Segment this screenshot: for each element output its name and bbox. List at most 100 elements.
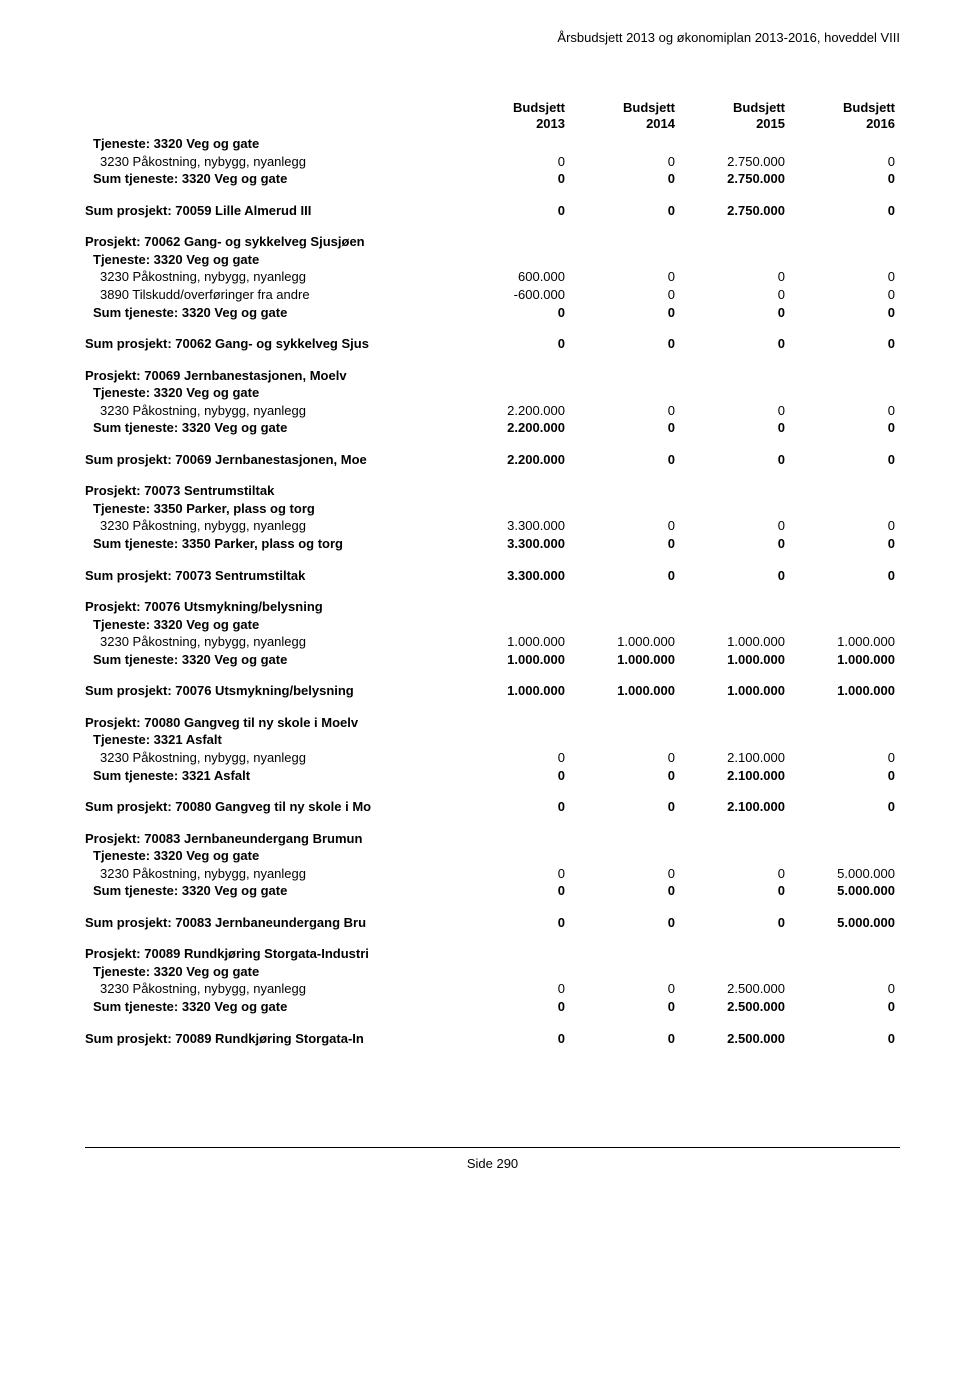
row-value: 0: [675, 517, 785, 535]
row-value: 5.000.000: [785, 882, 895, 900]
row-value: 2.750.000: [675, 170, 785, 188]
row-label: Sum tjeneste: 3320 Veg og gate: [85, 998, 455, 1016]
row-label: 3230 Påkostning, nybygg, nyanlegg: [85, 517, 455, 535]
table-row: 3230 Påkostning, nybygg, nyanlegg002.100…: [85, 749, 900, 767]
row-label: Tjeneste: 3320 Veg og gate: [85, 847, 455, 865]
table-row: Tjeneste: 3320 Veg og gate: [85, 963, 900, 981]
row-value: 0: [675, 535, 785, 553]
page: Årsbudsjett 2013 og økonomiplan 2013-201…: [0, 0, 960, 1385]
row-value: 0: [455, 798, 565, 816]
row-value: 2.200.000: [455, 419, 565, 437]
row-value: 2.100.000: [675, 749, 785, 767]
row-value: 2.500.000: [675, 1030, 785, 1048]
row-label: Sum prosjekt: 70069 Jernbanestasjonen, M…: [85, 451, 455, 469]
row-value: 0: [675, 451, 785, 469]
table-row: Sum tjeneste: 3321 Asfalt002.100.0000: [85, 767, 900, 785]
row-label: 3230 Påkostning, nybygg, nyanlegg: [85, 865, 455, 883]
table-row: 3890 Tilskudd/overføringer fra andre-600…: [85, 286, 900, 304]
document-header: Årsbudsjett 2013 og økonomiplan 2013-201…: [85, 30, 900, 45]
table-row: Tjeneste: 3320 Veg og gate: [85, 384, 900, 402]
table-row: Tjeneste: 3320 Veg og gate: [85, 251, 900, 269]
row-value: 1.000.000: [455, 651, 565, 669]
table-row: Sum prosjekt: 70083 Jernbaneundergang Br…: [85, 914, 900, 932]
table-row: Sum tjeneste: 3320 Veg og gate0000: [85, 304, 900, 322]
table-row: Sum tjeneste: 3320 Veg og gate002.500.00…: [85, 998, 900, 1016]
table-row: Tjeneste: 3320 Veg og gate: [85, 135, 900, 153]
table-row: Sum prosjekt: 70062 Gang- og sykkelveg S…: [85, 335, 900, 353]
row-value: -600.000: [455, 286, 565, 304]
row-value: 0: [785, 304, 895, 322]
row-value: 0: [785, 202, 895, 220]
row-value: 0: [785, 535, 895, 553]
row-value: 0: [455, 865, 565, 883]
row-value: 2.200.000: [455, 451, 565, 469]
row-value: 0: [565, 419, 675, 437]
row-value: 0: [785, 749, 895, 767]
row-label: Prosjekt: 70062 Gang- og sykkelveg Sjusj…: [85, 233, 455, 251]
row-value: 0: [565, 268, 675, 286]
row-value: 0: [565, 798, 675, 816]
row-value: 1.000.000: [565, 682, 675, 700]
row-label: Tjeneste: 3321 Asfalt: [85, 731, 455, 749]
row-label: 3230 Påkostning, nybygg, nyanlegg: [85, 402, 455, 420]
col-2016: Budsjett2016: [785, 100, 895, 131]
table-row: Sum tjeneste: 3320 Veg og gate0005.000.0…: [85, 882, 900, 900]
row-value: 0: [785, 286, 895, 304]
row-value: 1.000.000: [785, 651, 895, 669]
row-value: 2.200.000: [455, 402, 565, 420]
row-value: 0: [455, 914, 565, 932]
row-value: 0: [565, 451, 675, 469]
row-value: 0: [565, 202, 675, 220]
row-value: 1.000.000: [675, 651, 785, 669]
table-row: Tjeneste: 3320 Veg og gate: [85, 616, 900, 634]
row-label: Prosjekt: 70080 Gangveg til ny skole i M…: [85, 714, 455, 732]
row-label: Prosjekt: 70069 Jernbanestasjonen, Moelv: [85, 367, 455, 385]
row-value: 0: [455, 202, 565, 220]
table-row: Sum prosjekt: 70089 Rundkjøring Storgata…: [85, 1030, 900, 1048]
row-value: 0: [565, 286, 675, 304]
table-row: Sum tjeneste: 3320 Veg og gate2.200.0000…: [85, 419, 900, 437]
row-label: Sum tjeneste: 3320 Veg og gate: [85, 882, 455, 900]
row-value: 0: [455, 980, 565, 998]
row-value: 3.300.000: [455, 517, 565, 535]
row-value: 0: [785, 798, 895, 816]
row-value: 1.000.000: [565, 651, 675, 669]
row-value: 5.000.000: [785, 865, 895, 883]
row-value: 0: [675, 865, 785, 883]
table-row: Prosjekt: 70076 Utsmykning/belysning: [85, 598, 900, 616]
row-label: Sum prosjekt: 70059 Lille Almerud III: [85, 202, 455, 220]
row-value: 0: [565, 567, 675, 585]
row-value: 0: [565, 170, 675, 188]
row-value: 1.000.000: [785, 682, 895, 700]
table-row: Sum prosjekt: 70073 Sentrumstiltak3.300.…: [85, 567, 900, 585]
row-value: 0: [455, 170, 565, 188]
row-value: 0: [785, 419, 895, 437]
row-value: 2.500.000: [675, 998, 785, 1016]
table-row: Sum prosjekt: 70069 Jernbanestasjonen, M…: [85, 451, 900, 469]
row-value: 600.000: [455, 268, 565, 286]
row-label: Sum tjeneste: 3320 Veg og gate: [85, 419, 455, 437]
row-value: 1.000.000: [455, 682, 565, 700]
row-value: 0: [565, 153, 675, 171]
row-value: 0: [565, 980, 675, 998]
row-value: 0: [785, 451, 895, 469]
table-row: Sum prosjekt: 70076 Utsmykning/belysning…: [85, 682, 900, 700]
row-value: 0: [565, 535, 675, 553]
row-value: 0: [675, 419, 785, 437]
row-value: 0: [455, 304, 565, 322]
row-label: Tjeneste: 3320 Veg og gate: [85, 384, 455, 402]
table-row: Sum tjeneste: 3350 Parker, plass og torg…: [85, 535, 900, 553]
row-label: Prosjekt: 70089 Rundkjøring Storgata-Ind…: [85, 945, 455, 963]
row-value: 0: [565, 304, 675, 322]
row-value: 0: [785, 1030, 895, 1048]
row-value: 0: [785, 402, 895, 420]
row-label: 3230 Påkostning, nybygg, nyanlegg: [85, 268, 455, 286]
row-value: 0: [785, 335, 895, 353]
table-row: Prosjekt: 70089 Rundkjøring Storgata-Ind…: [85, 945, 900, 963]
row-value: 1.000.000: [455, 633, 565, 651]
table-row: Prosjekt: 70073 Sentrumstiltak: [85, 482, 900, 500]
row-label: 3230 Påkostning, nybygg, nyanlegg: [85, 980, 455, 998]
table-row: Tjeneste: 3320 Veg og gate: [85, 847, 900, 865]
row-value: 5.000.000: [785, 914, 895, 932]
row-value: 2.100.000: [675, 798, 785, 816]
